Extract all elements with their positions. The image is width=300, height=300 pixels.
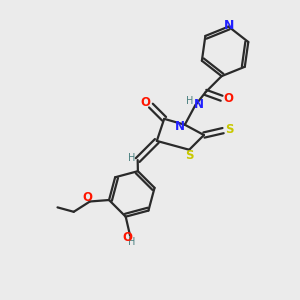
Text: H: H xyxy=(128,153,135,163)
Text: N: N xyxy=(175,120,184,133)
Text: S: S xyxy=(225,123,233,136)
Text: S: S xyxy=(186,148,194,162)
Text: H: H xyxy=(128,237,135,247)
Text: H: H xyxy=(186,96,194,106)
Text: O: O xyxy=(141,96,151,109)
Text: N: N xyxy=(224,19,234,32)
Text: O: O xyxy=(82,191,92,205)
Text: O: O xyxy=(122,231,132,244)
Text: O: O xyxy=(223,92,233,105)
Text: N: N xyxy=(194,98,204,111)
